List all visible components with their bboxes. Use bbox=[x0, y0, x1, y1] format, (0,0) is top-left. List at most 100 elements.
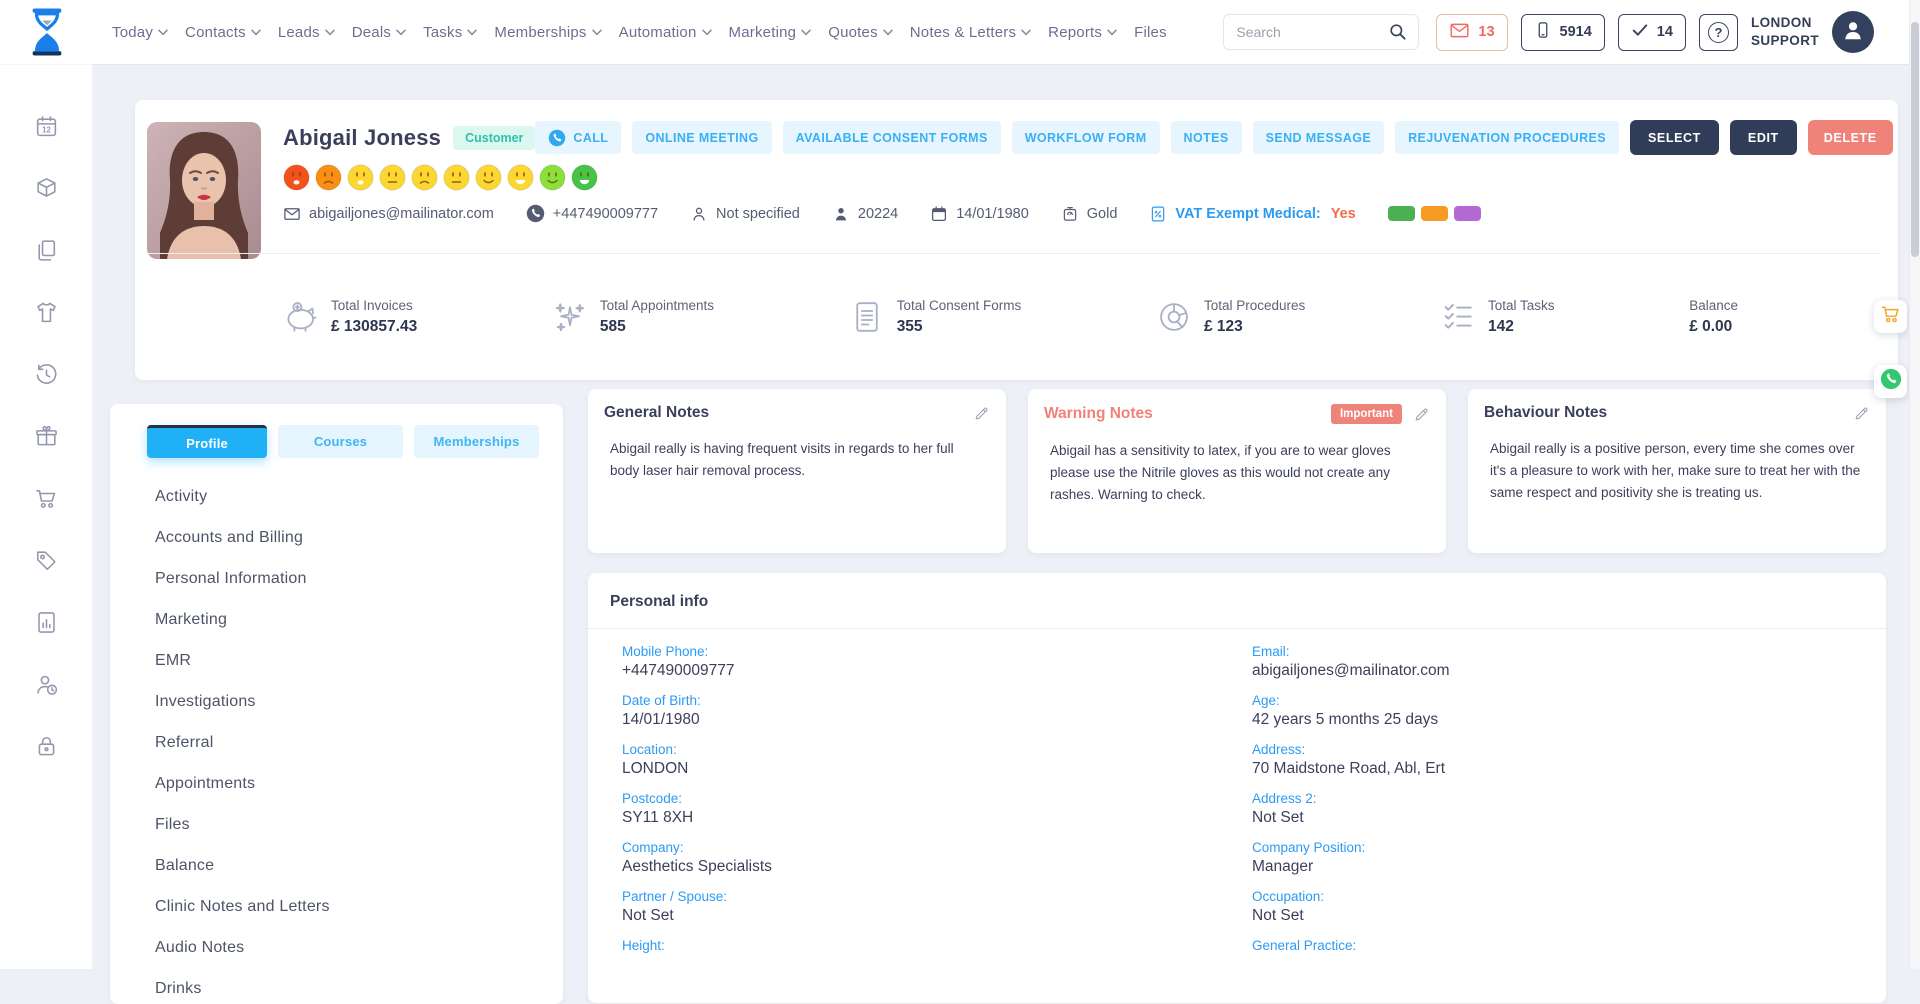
phone-icon bbox=[1880, 368, 1902, 395]
tag-chip-1[interactable] bbox=[1387, 206, 1415, 221]
tag-chip-2[interactable] bbox=[1420, 206, 1448, 221]
stats-row: Total Invoices £ 130857.43 Total Appointme… bbox=[135, 253, 1898, 380]
call-fab[interactable] bbox=[1874, 365, 1907, 398]
lock-icon[interactable] bbox=[34, 734, 59, 759]
chevron-down-icon bbox=[801, 29, 812, 36]
top-header: Today Contacts Leads Deals Tasks Memberships A… bbox=[0, 0, 1920, 64]
emoji-5-frown[interactable] bbox=[411, 164, 438, 191]
history-icon[interactable] bbox=[34, 362, 59, 387]
sidebar-item-files[interactable]: Files bbox=[155, 816, 190, 833]
nav-item-contacts[interactable]: Contacts bbox=[185, 24, 261, 41]
tasks-badge[interactable]: 14 bbox=[1617, 13, 1686, 51]
emoji-4-neutral[interactable] bbox=[379, 164, 406, 191]
nav-item-deals[interactable]: Deals bbox=[352, 24, 406, 41]
emoji-8-grin[interactable] bbox=[507, 164, 534, 191]
note-title: General Notes bbox=[604, 404, 710, 421]
emoji-2-frown[interactable] bbox=[315, 164, 342, 191]
gift-icon[interactable] bbox=[34, 424, 59, 449]
sidebar-item-referral[interactable]: Referral bbox=[155, 734, 214, 751]
phone-count: 5914 bbox=[1559, 24, 1592, 40]
calendar12-icon[interactable]: 12 bbox=[34, 114, 59, 139]
sidebar-item-activity[interactable]: Activity bbox=[155, 488, 208, 505]
divider bbox=[588, 628, 1886, 629]
field-postcode: Postcode: SY11 8XH bbox=[622, 791, 694, 826]
sidebar-item-clinic-notes-and-letters[interactable]: Clinic Notes and Letters bbox=[155, 898, 330, 915]
document-icon bbox=[1149, 205, 1167, 223]
nav-item-automation[interactable]: Automation bbox=[619, 24, 712, 41]
copy-icon[interactable] bbox=[34, 238, 59, 263]
sidebar-item-investigations[interactable]: Investigations bbox=[155, 693, 256, 710]
sidebar-item-balance[interactable]: Balance bbox=[155, 857, 215, 874]
emoji-9-smile[interactable] bbox=[539, 164, 566, 191]
emoji-1-o-frown[interactable] bbox=[283, 164, 310, 191]
action-workflow-form[interactable]: WORKFLOW FORM bbox=[1011, 121, 1160, 154]
action-call[interactable]: CALL bbox=[535, 121, 622, 154]
action-select[interactable]: SELECT bbox=[1630, 120, 1719, 155]
search-icon[interactable] bbox=[1378, 15, 1419, 49]
cart-fab[interactable] bbox=[1874, 300, 1907, 333]
sidebar-item-audio-notes[interactable]: Audio Notes bbox=[155, 939, 245, 956]
chartfile-icon[interactable] bbox=[34, 610, 59, 635]
sidebar-item-emr[interactable]: EMR bbox=[155, 652, 192, 669]
tag-icon[interactable] bbox=[34, 548, 59, 573]
scrollbar[interactable] bbox=[1909, 0, 1920, 969]
nav-item-memberships[interactable]: Memberships bbox=[494, 24, 602, 41]
action-notes[interactable]: NOTES bbox=[1170, 121, 1242, 154]
cart-icon[interactable] bbox=[34, 486, 59, 511]
action-send-message[interactable]: SEND MESSAGE bbox=[1252, 121, 1385, 154]
emoji-7-smile[interactable] bbox=[475, 164, 502, 191]
note-body: Abigail really is a positive person, eve… bbox=[1490, 441, 1861, 500]
search-box bbox=[1223, 14, 1420, 50]
info-col-right: Email: abigailjones@mailinator.com Age: 42 … bbox=[1252, 644, 1882, 966]
tab-profile[interactable]: Profile bbox=[147, 425, 268, 458]
field-location: Location: LONDON bbox=[622, 742, 689, 777]
app-logo[interactable] bbox=[24, 6, 74, 58]
nav-item-files[interactable]: Files bbox=[1134, 23, 1167, 41]
check-icon bbox=[1631, 21, 1649, 43]
calendar-icon bbox=[930, 205, 948, 223]
nav-item-today[interactable]: Today bbox=[112, 24, 168, 41]
edit-pencil-icon[interactable] bbox=[1413, 406, 1430, 423]
action-rejuvenation-procedures[interactable]: REJUVENATION PROCEDURES bbox=[1395, 121, 1619, 154]
sidebar-item-personal-information[interactable]: Personal Information bbox=[155, 570, 307, 587]
stat-total-procedures: Total Procedures £ 123 bbox=[1156, 298, 1305, 336]
userclock-icon[interactable] bbox=[34, 672, 59, 697]
emoji-10-grin[interactable] bbox=[571, 164, 598, 191]
tab-memberships[interactable]: Memberships bbox=[414, 425, 539, 458]
contact-email: abigailjones@mailinator.com bbox=[283, 205, 494, 223]
package-icon[interactable] bbox=[34, 176, 59, 201]
mail-badge[interactable]: 13 bbox=[1436, 13, 1508, 51]
nav-item-quotes[interactable]: Quotes bbox=[828, 24, 893, 41]
action-buttons: CALL ONLINE MEETING AVAILABLE CONSENT FORM… bbox=[535, 120, 1893, 155]
user-avatar[interactable] bbox=[1832, 11, 1874, 53]
tag-chip-3[interactable] bbox=[1453, 206, 1481, 221]
scale-icon bbox=[1061, 205, 1079, 223]
sidebar-item-appointments[interactable]: Appointments bbox=[155, 775, 256, 792]
nav-item-reports[interactable]: Reports bbox=[1048, 24, 1117, 41]
nav-item-marketing[interactable]: Marketing bbox=[729, 24, 812, 41]
action-online-meeting[interactable]: ONLINE MEETING bbox=[632, 121, 772, 154]
note-title: Warning Notes bbox=[1044, 405, 1153, 422]
tab-courses[interactable]: Courses bbox=[278, 425, 404, 458]
divider bbox=[147, 253, 1880, 254]
nav-item-leads[interactable]: Leads bbox=[278, 24, 335, 41]
action-delete[interactable]: DELETE bbox=[1807, 120, 1893, 155]
scrollbar-thumb[interactable] bbox=[1910, 22, 1919, 257]
phone-badge[interactable]: 5914 bbox=[1520, 13, 1605, 51]
emoji-6-neutral[interactable] bbox=[443, 164, 470, 191]
action-edit[interactable]: EDIT bbox=[1729, 120, 1797, 155]
nav-item-notes-letters[interactable]: Notes & Letters bbox=[910, 24, 1031, 41]
help-button[interactable]: ? bbox=[1698, 13, 1738, 51]
sidebar-item-accounts-and-billing[interactable]: Accounts and Billing bbox=[155, 529, 304, 546]
edit-pencil-icon[interactable] bbox=[973, 405, 990, 422]
nav-item-tasks[interactable]: Tasks bbox=[423, 24, 478, 41]
sidebar-item-marketing[interactable]: Marketing bbox=[155, 611, 228, 628]
notes-row: General Notes Abigail really is having f… bbox=[588, 389, 1886, 553]
sidebar-item-drinks[interactable]: Drinks bbox=[155, 980, 202, 997]
action-available-consent-forms[interactable]: AVAILABLE CONSENT FORMS bbox=[782, 121, 1001, 154]
profile-photo[interactable] bbox=[147, 122, 261, 259]
edit-pencil-icon[interactable] bbox=[1853, 405, 1870, 422]
search-input[interactable] bbox=[1224, 24, 1379, 40]
apparel-icon[interactable] bbox=[34, 300, 59, 325]
emoji-3-o-frown[interactable] bbox=[347, 164, 374, 191]
